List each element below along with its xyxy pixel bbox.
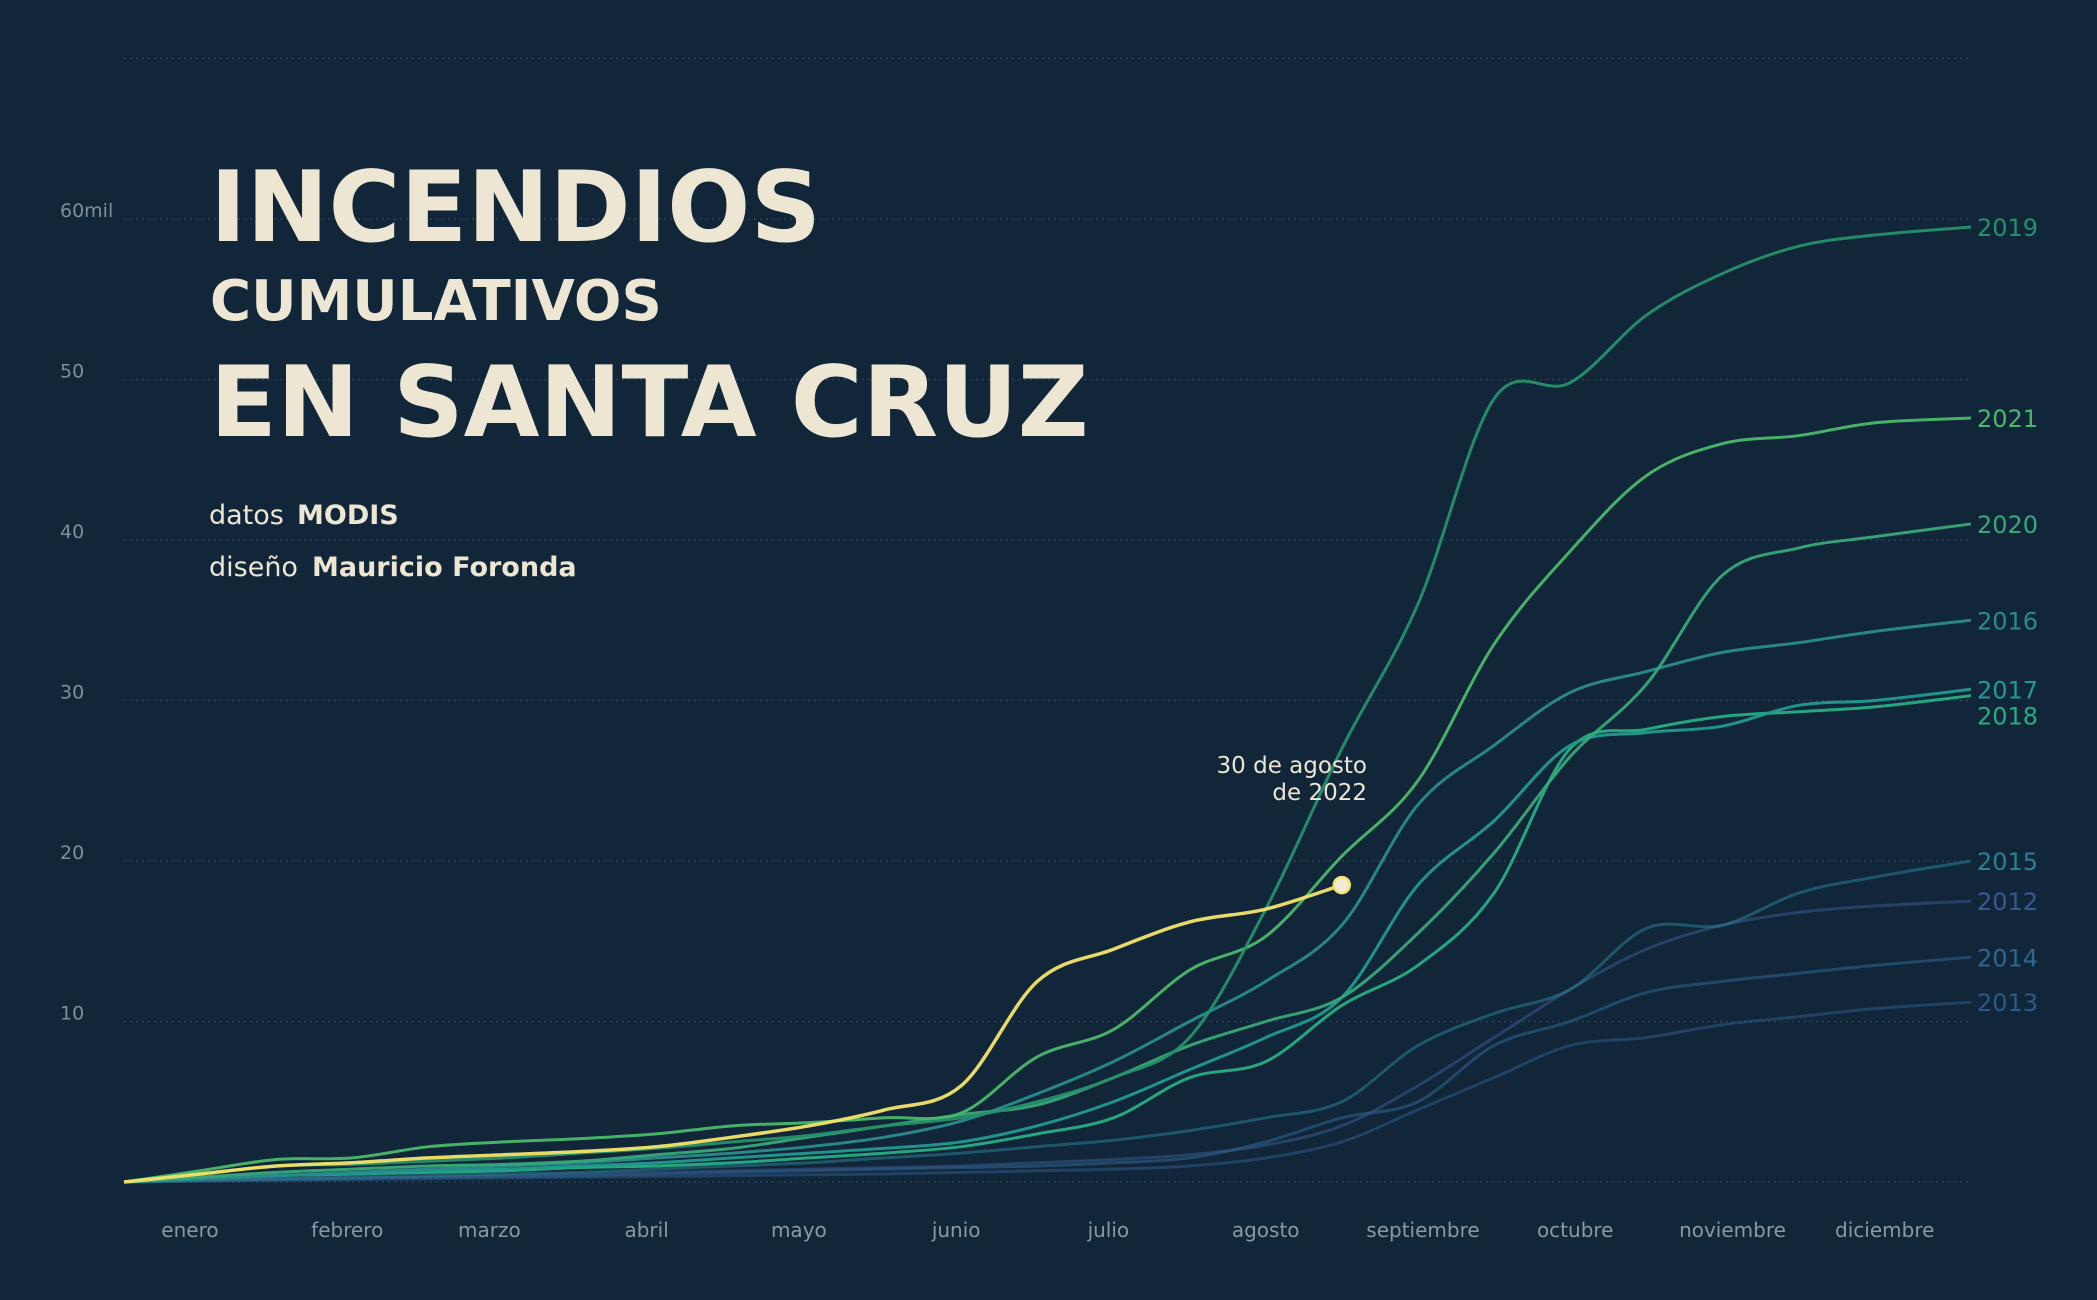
x-tick-label: septiembre [1366,1218,1479,1242]
legend-label: 2019 [1977,214,2038,242]
x-tick-label: mayo [771,1218,827,1242]
x-tick-label: octubre [1537,1218,1614,1242]
x-tick-label: julio [1087,1218,1130,1242]
y-tick-label: 10 [60,1003,84,1025]
x-tick-label: diciembre [1835,1218,1934,1242]
legend-label: 2016 [1977,607,2038,635]
y-tick-label: 40 [60,521,84,543]
title-line: INCENDIOS [210,151,821,265]
legend-label: 2018 [1977,702,2038,730]
series-line [123,687,1972,1184]
annotation: 30 de agosto [1217,753,1367,779]
series-line [123,225,1972,1184]
series-line [123,618,1972,1184]
legend-label: 2012 [1977,888,2038,916]
credit-label: diseño [209,552,298,583]
legend-label: 2014 [1977,944,2038,972]
legend-label: 2015 [1977,848,2038,876]
series-line [123,1000,1972,1184]
series-line [123,416,1972,1184]
series-line [123,694,1972,1184]
x-tick-label: junio [931,1218,981,1242]
x-tick-label: febrero [311,1218,383,1242]
end-point [1332,875,1352,895]
x-tick-label: noviembre [1679,1218,1786,1242]
title-line: CUMULATIVOS [210,269,662,334]
series-line [123,859,1972,1184]
series-line [123,899,1972,1184]
credit-value: MODIS [297,500,399,531]
y-tick-label: 50 [60,361,84,383]
y-tick-label: 60mil [60,200,113,222]
annotation: de 2022 [1272,780,1367,806]
x-tick-label: enero [161,1218,218,1242]
x-tick-label: abril [624,1218,668,1242]
x-tick-label: agosto [1232,1218,1300,1242]
y-tick-label: 30 [60,682,84,704]
y-tick-label: 20 [60,842,84,864]
credit-value: Mauricio Foronda [312,552,577,583]
credit-label: datos [209,500,284,531]
grid: 10 20 30 40 50 60mil enero febrero marzo abril may… [60,57,1971,1242]
lines [123,225,1972,1184]
title-line: EN SANTA CRUZ [210,346,1089,460]
legend-label: 2013 [1977,989,2038,1017]
series-line [123,883,1343,1184]
x-tick-label: marzo [458,1218,521,1242]
legend-label: 2021 [1977,405,2038,433]
legend-label: 2017 [1977,676,2038,704]
legend-label: 2020 [1977,511,2038,539]
